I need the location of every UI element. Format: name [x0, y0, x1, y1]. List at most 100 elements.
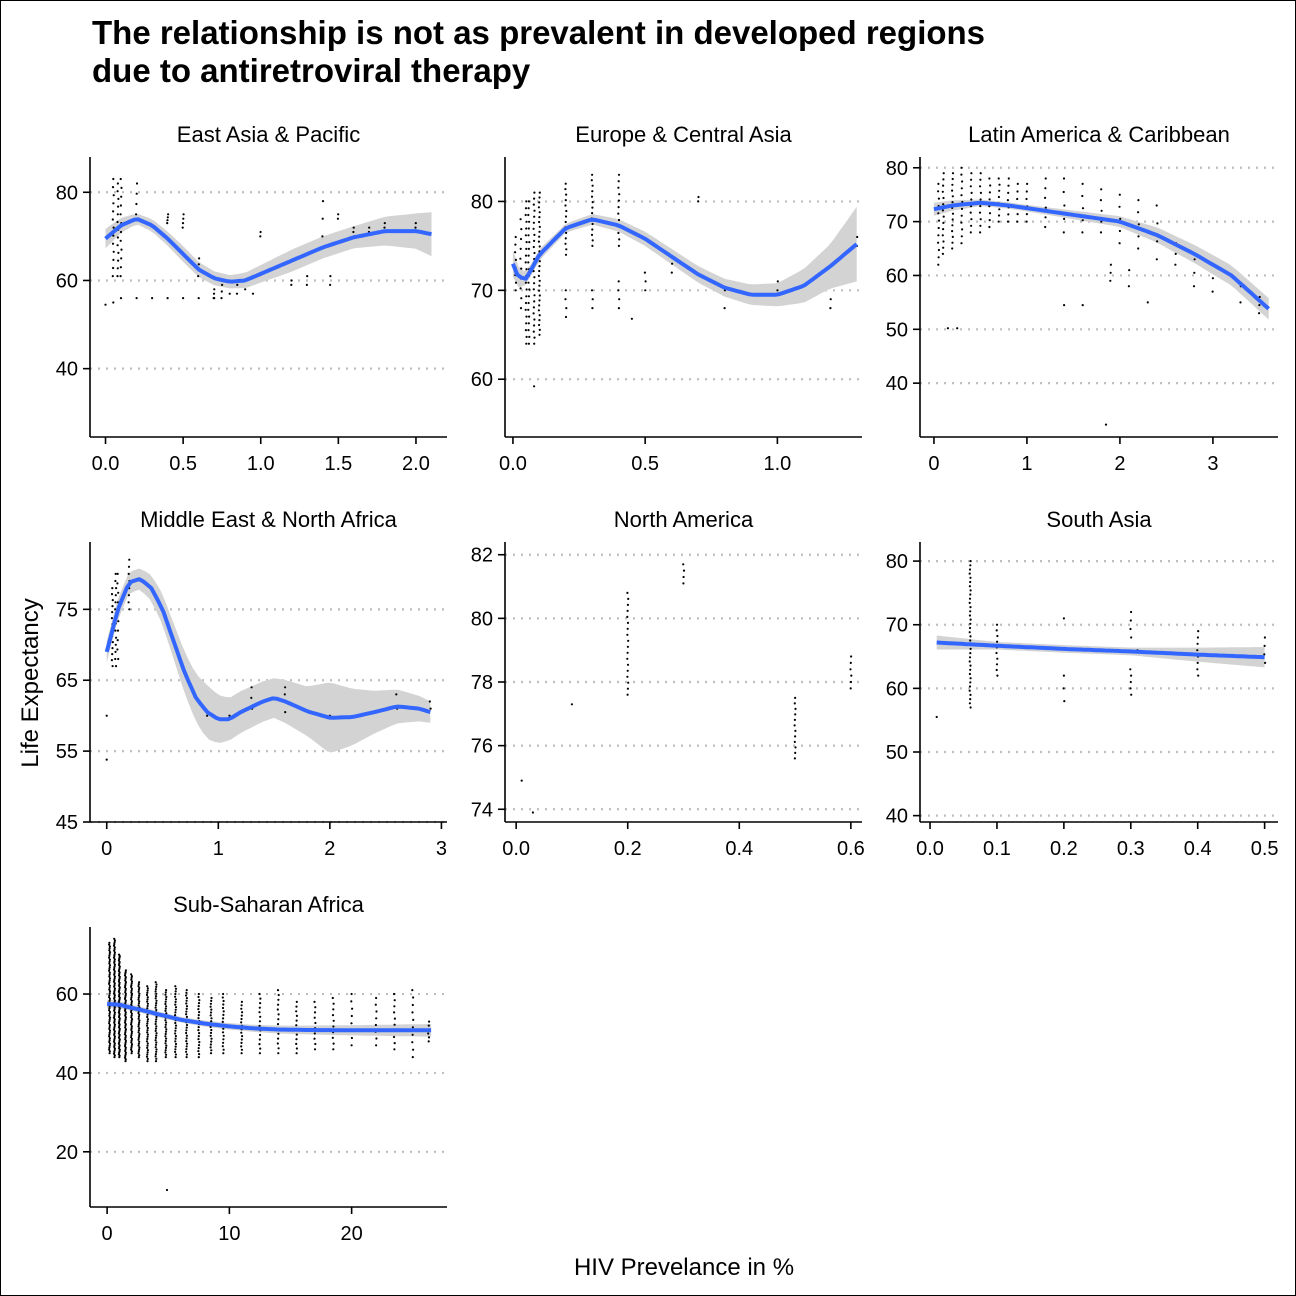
point-sub-saharan-africa-347	[146, 1044, 149, 1047]
point-latin-america-and-caribbean-7	[937, 212, 940, 215]
point-east-asia-and-pacific-31	[119, 230, 123, 234]
point-sub-saharan-africa-599	[295, 1047, 298, 1050]
y-tick-label-middle-east-and-north-africa-1: 55	[56, 741, 78, 763]
point-latin-america-and-caribbean-30	[951, 224, 954, 227]
point-europe-and-central-asia-151	[617, 212, 620, 215]
point-europe-and-central-asia-102	[538, 265, 541, 268]
point-sub-saharan-africa-415	[165, 1044, 168, 1047]
point-sub-saharan-africa-457	[174, 1011, 177, 1014]
x-tick-label-south-asia-1: 0.1	[983, 838, 1011, 860]
point-sub-saharan-africa-601	[295, 1038, 298, 1041]
point-middle-east-and-north-africa-48	[250, 686, 253, 689]
point-sub-saharan-africa-582	[259, 997, 262, 1000]
point-sub-saharan-africa-224	[124, 1019, 127, 1022]
point-sub-saharan-africa-327	[137, 1004, 140, 1007]
point-sub-saharan-africa-628	[332, 1002, 335, 1005]
point-sub-saharan-africa-82	[113, 1018, 116, 1021]
point-sub-saharan-africa-21	[108, 1012, 111, 1016]
point-sub-saharan-africa-367	[146, 1000, 149, 1003]
point-south-asia-48	[1062, 674, 1065, 677]
point-europe-and-central-asia-152	[617, 206, 620, 209]
point-europe-and-central-asia-45	[527, 308, 530, 311]
point-europe-and-central-asia-26	[525, 288, 528, 291]
point-latin-america-and-caribbean-137	[1137, 199, 1140, 202]
y-axis-title: Life Expectancy	[17, 598, 44, 767]
point-europe-and-central-asia-134	[590, 233, 594, 236]
point-europe-and-central-asia-96	[538, 294, 541, 297]
point-sub-saharan-africa-274	[130, 1018, 134, 1021]
point-europe-and-central-asia-144	[590, 179, 593, 182]
point-south-asia-49	[1130, 693, 1133, 696]
points-sub-saharan-africa	[108, 937, 431, 1192]
point-sub-saharan-africa-491	[185, 994, 188, 997]
point-middle-east-and-north-africa-36	[116, 582, 119, 585]
point-east-asia-and-pacific-13	[116, 275, 119, 278]
point-europe-and-central-asia-122	[565, 231, 568, 234]
point-sub-saharan-africa-229	[124, 1011, 127, 1014]
point-sub-saharan-africa-124	[113, 946, 116, 949]
point-sub-saharan-africa-59	[108, 941, 111, 944]
x-tick-label-sub-saharan-africa-0: 0	[102, 1223, 113, 1245]
point-sub-saharan-africa-414	[164, 1046, 168, 1049]
point-sub-saharan-africa-648	[392, 1035, 396, 1039]
point-sub-saharan-africa-217	[124, 1031, 127, 1034]
point-sub-saharan-africa-647	[393, 1042, 396, 1045]
point-sub-saharan-africa-51	[108, 956, 111, 959]
point-sub-saharan-africa-331	[137, 996, 140, 999]
point-sub-saharan-africa-636	[350, 1000, 353, 1003]
point-sub-saharan-africa-650	[393, 1023, 396, 1026]
point-sub-saharan-africa-32	[108, 992, 111, 995]
point-sub-saharan-africa-355	[146, 1026, 149, 1030]
point-east-asia-and-pacific-1	[112, 266, 115, 270]
point-sub-saharan-africa-249	[124, 977, 127, 980]
point-latin-america-and-caribbean-14	[942, 240, 945, 243]
point-north-america-3	[626, 675, 629, 678]
y-tick-label-middle-east-and-north-africa-2: 65	[56, 670, 78, 692]
point-sub-saharan-africa-212	[124, 1039, 127, 1042]
point-sub-saharan-africa-670	[427, 1024, 430, 1027]
point-latin-america-and-caribbean-78	[989, 184, 992, 187]
point-sub-saharan-africa-667	[427, 1036, 431, 1039]
point-europe-and-central-asia-20	[524, 329, 528, 332]
point-middle-east-and-north-africa-47	[250, 696, 253, 700]
point-south-asia-4	[968, 689, 971, 692]
point-europe-and-central-asia-64	[532, 330, 535, 333]
point-europe-and-central-asia-91	[538, 319, 541, 322]
point-europe-and-central-asia-34	[524, 234, 528, 237]
point-latin-america-and-caribbean-20	[942, 203, 945, 206]
point-middle-east-and-north-africa-35	[117, 591, 120, 594]
point-east-asia-and-pacific-7	[111, 218, 114, 221]
point-sub-saharan-africa-285	[130, 998, 133, 1001]
point-sub-saharan-africa-351	[146, 1035, 149, 1038]
point-east-asia-and-pacific-85	[119, 297, 123, 300]
point-sub-saharan-africa-350	[146, 1037, 149, 1041]
point-sub-saharan-africa-84	[113, 1014, 116, 1018]
y-tick-label-north-america-0: 74	[471, 799, 493, 821]
point-sub-saharan-africa-300	[137, 1056, 140, 1059]
y-tick-label-sub-saharan-africa-2: 60	[56, 984, 78, 1006]
point-sub-saharan-africa-359	[146, 1018, 149, 1021]
point-sub-saharan-africa-508	[197, 1014, 200, 1017]
point-east-asia-and-pacific-41	[135, 182, 139, 185]
point-east-asia-and-pacific-28	[120, 257, 123, 260]
point-sub-saharan-africa-283	[130, 1001, 133, 1005]
point-latin-america-and-caribbean-146	[1193, 271, 1196, 274]
x-tick-label-east-asia-and-pacific-2: 1.0	[247, 453, 275, 475]
point-sub-saharan-africa-257	[130, 1048, 133, 1051]
point-sub-saharan-africa-559	[241, 1035, 244, 1038]
point-middle-east-and-north-africa-4	[111, 641, 114, 644]
point-europe-and-central-asia-10	[519, 287, 522, 290]
point-sub-saharan-africa-2	[108, 1048, 111, 1051]
point-sub-saharan-africa-50	[108, 958, 111, 961]
point-south-asia-45	[995, 623, 999, 626]
point-sub-saharan-africa-604	[295, 1024, 298, 1027]
point-sub-saharan-africa-295	[130, 980, 134, 983]
point-sub-saharan-africa-33	[108, 990, 112, 993]
point-east-asia-and-pacific-66	[321, 235, 324, 238]
point-europe-and-central-asia-161	[564, 289, 567, 292]
point-east-asia-and-pacific-77	[414, 226, 417, 229]
point-sub-saharan-africa-517	[210, 1049, 213, 1052]
points-south-asia	[935, 560, 1267, 719]
point-sub-saharan-africa-339	[138, 981, 141, 984]
point-sub-saharan-africa-248	[124, 979, 127, 982]
